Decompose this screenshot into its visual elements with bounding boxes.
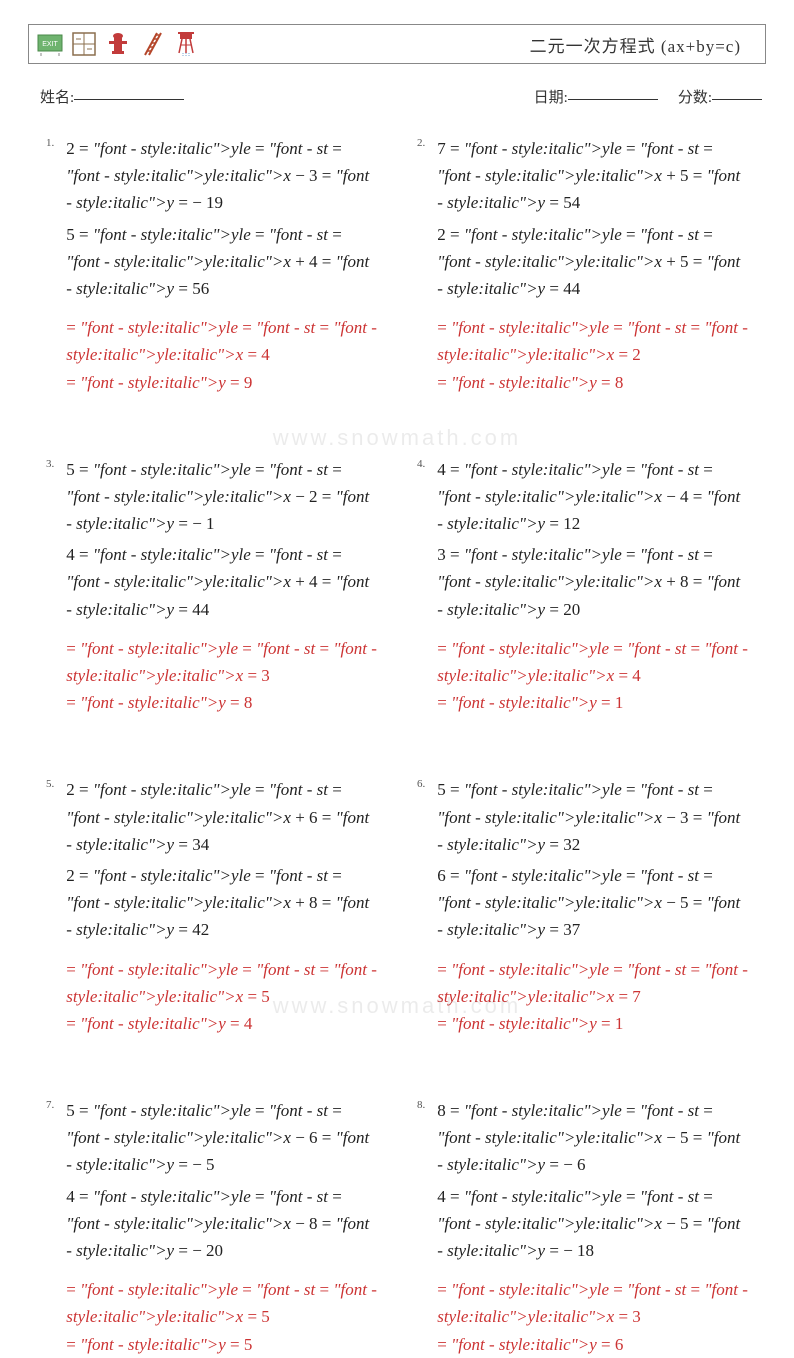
equation-2: 6 = "font - style:italic">yle = "font - … <box>437 862 748 944</box>
problems-grid: 1. 2 = "font - style:italic">yle = "font… <box>28 135 766 1358</box>
problem-number: 4. <box>417 456 425 717</box>
exit-sign-icon: EXIT <box>37 31 63 57</box>
problem-6: 6. 5 = "font - style:italic">yle = "font… <box>417 776 748 1037</box>
worksheet-title: 二元一次方程式 (ax+by=c) <box>530 32 741 57</box>
header-bar: EXIT <box>28 24 766 64</box>
problem-2: 2. 7 = "font - style:italic">yle = "font… <box>417 135 748 396</box>
equation-2: 2 = "font - style:italic">yle = "font - … <box>66 862 377 944</box>
equation-1: 8 = "font - style:italic">yle = "font - … <box>437 1097 748 1179</box>
answer-y: = "font - style:italic">y = 5 <box>66 1331 377 1358</box>
equation-1: 4 = "font - style:italic">yle = "font - … <box>437 456 748 538</box>
answer-y: = "font - style:italic">y = 8 <box>66 689 377 716</box>
answer-x: = "font - style:italic">yle = "font - st… <box>437 314 748 368</box>
answer-y: = "font - style:italic">y = 8 <box>437 369 748 396</box>
problem-number: 7. <box>46 1097 54 1358</box>
answer-y: = "font - style:italic">y = 9 <box>66 369 377 396</box>
equation-1: 5 = "font - style:italic">yle = "font - … <box>66 456 377 538</box>
svg-text:EXIT: EXIT <box>42 41 58 48</box>
barrier-icon <box>71 31 97 57</box>
answer-y: = "font - style:italic">y = 1 <box>437 689 748 716</box>
problem-7: 7. 5 = "font - style:italic">yle = "font… <box>46 1097 377 1358</box>
answer-x: = "font - style:italic">yle = "font - st… <box>66 1276 377 1330</box>
problem-number: 5. <box>46 776 54 1037</box>
problem-1: 1. 2 = "font - style:italic">yle = "font… <box>46 135 377 396</box>
problem-4: 4. 4 = "font - style:italic">yle = "font… <box>417 456 748 717</box>
equation-1: 7 = "font - style:italic">yle = "font - … <box>437 135 748 217</box>
answer-x: = "font - style:italic">yle = "font - st… <box>66 314 377 368</box>
problem-5: 5. 2 = "font - style:italic">yle = "font… <box>46 776 377 1037</box>
answer-x: = "font - style:italic">yle = "font - st… <box>437 956 748 1010</box>
problem-number: 2. <box>417 135 425 396</box>
answer-x: = "font - style:italic">yle = "font - st… <box>66 635 377 689</box>
problem-number: 3. <box>46 456 54 717</box>
date-label: 日期: <box>534 86 568 107</box>
ladder-icon <box>139 31 165 57</box>
equation-1: 2 = "font - style:italic">yle = "font - … <box>66 135 377 217</box>
answer-y: = "font - style:italic">y = 6 <box>437 1331 748 1358</box>
equation-2: 5 = "font - style:italic">yle = "font - … <box>66 221 377 303</box>
answer-x: = "font - style:italic">yle = "font - st… <box>437 1276 748 1330</box>
answer-y: = "font - style:italic">y = 1 <box>437 1010 748 1037</box>
equation-2: 3 = "font - style:italic">yle = "font - … <box>437 541 748 623</box>
water-tower-icon <box>173 31 199 57</box>
equation-2: 4 = "font - style:italic">yle = "font - … <box>437 1183 748 1265</box>
problem-number: 8. <box>417 1097 425 1358</box>
name-label: 姓名: <box>40 86 74 107</box>
equation-1: 5 = "font - style:italic">yle = "font - … <box>437 776 748 858</box>
problem-8: 8. 8 = "font - style:italic">yle = "font… <box>417 1097 748 1358</box>
score-blank[interactable] <box>712 86 762 100</box>
equation-2: 2 = "font - style:italic">yle = "font - … <box>437 221 748 303</box>
hydrant-icon <box>105 31 131 57</box>
equation-1: 2 = "font - style:italic">yle = "font - … <box>66 776 377 858</box>
answer-y: = "font - style:italic">y = 4 <box>66 1010 377 1037</box>
name-blank[interactable] <box>74 86 184 100</box>
equation-1: 5 = "font - style:italic">yle = "font - … <box>66 1097 377 1179</box>
equation-2: 4 = "font - style:italic">yle = "font - … <box>66 1183 377 1265</box>
problem-3: 3. 5 = "font - style:italic">yle = "font… <box>46 456 377 717</box>
problem-number: 1. <box>46 135 54 396</box>
problem-number: 6. <box>417 776 425 1037</box>
info-row: 姓名: 日期: 分数: <box>28 86 766 107</box>
answer-x: = "font - style:italic">yle = "font - st… <box>437 635 748 689</box>
header-icons: EXIT <box>37 31 199 57</box>
score-label: 分数: <box>678 86 712 107</box>
date-blank[interactable] <box>568 86 658 100</box>
equation-2: 4 = "font - style:italic">yle = "font - … <box>66 541 377 623</box>
answer-x: = "font - style:italic">yle = "font - st… <box>66 956 377 1010</box>
